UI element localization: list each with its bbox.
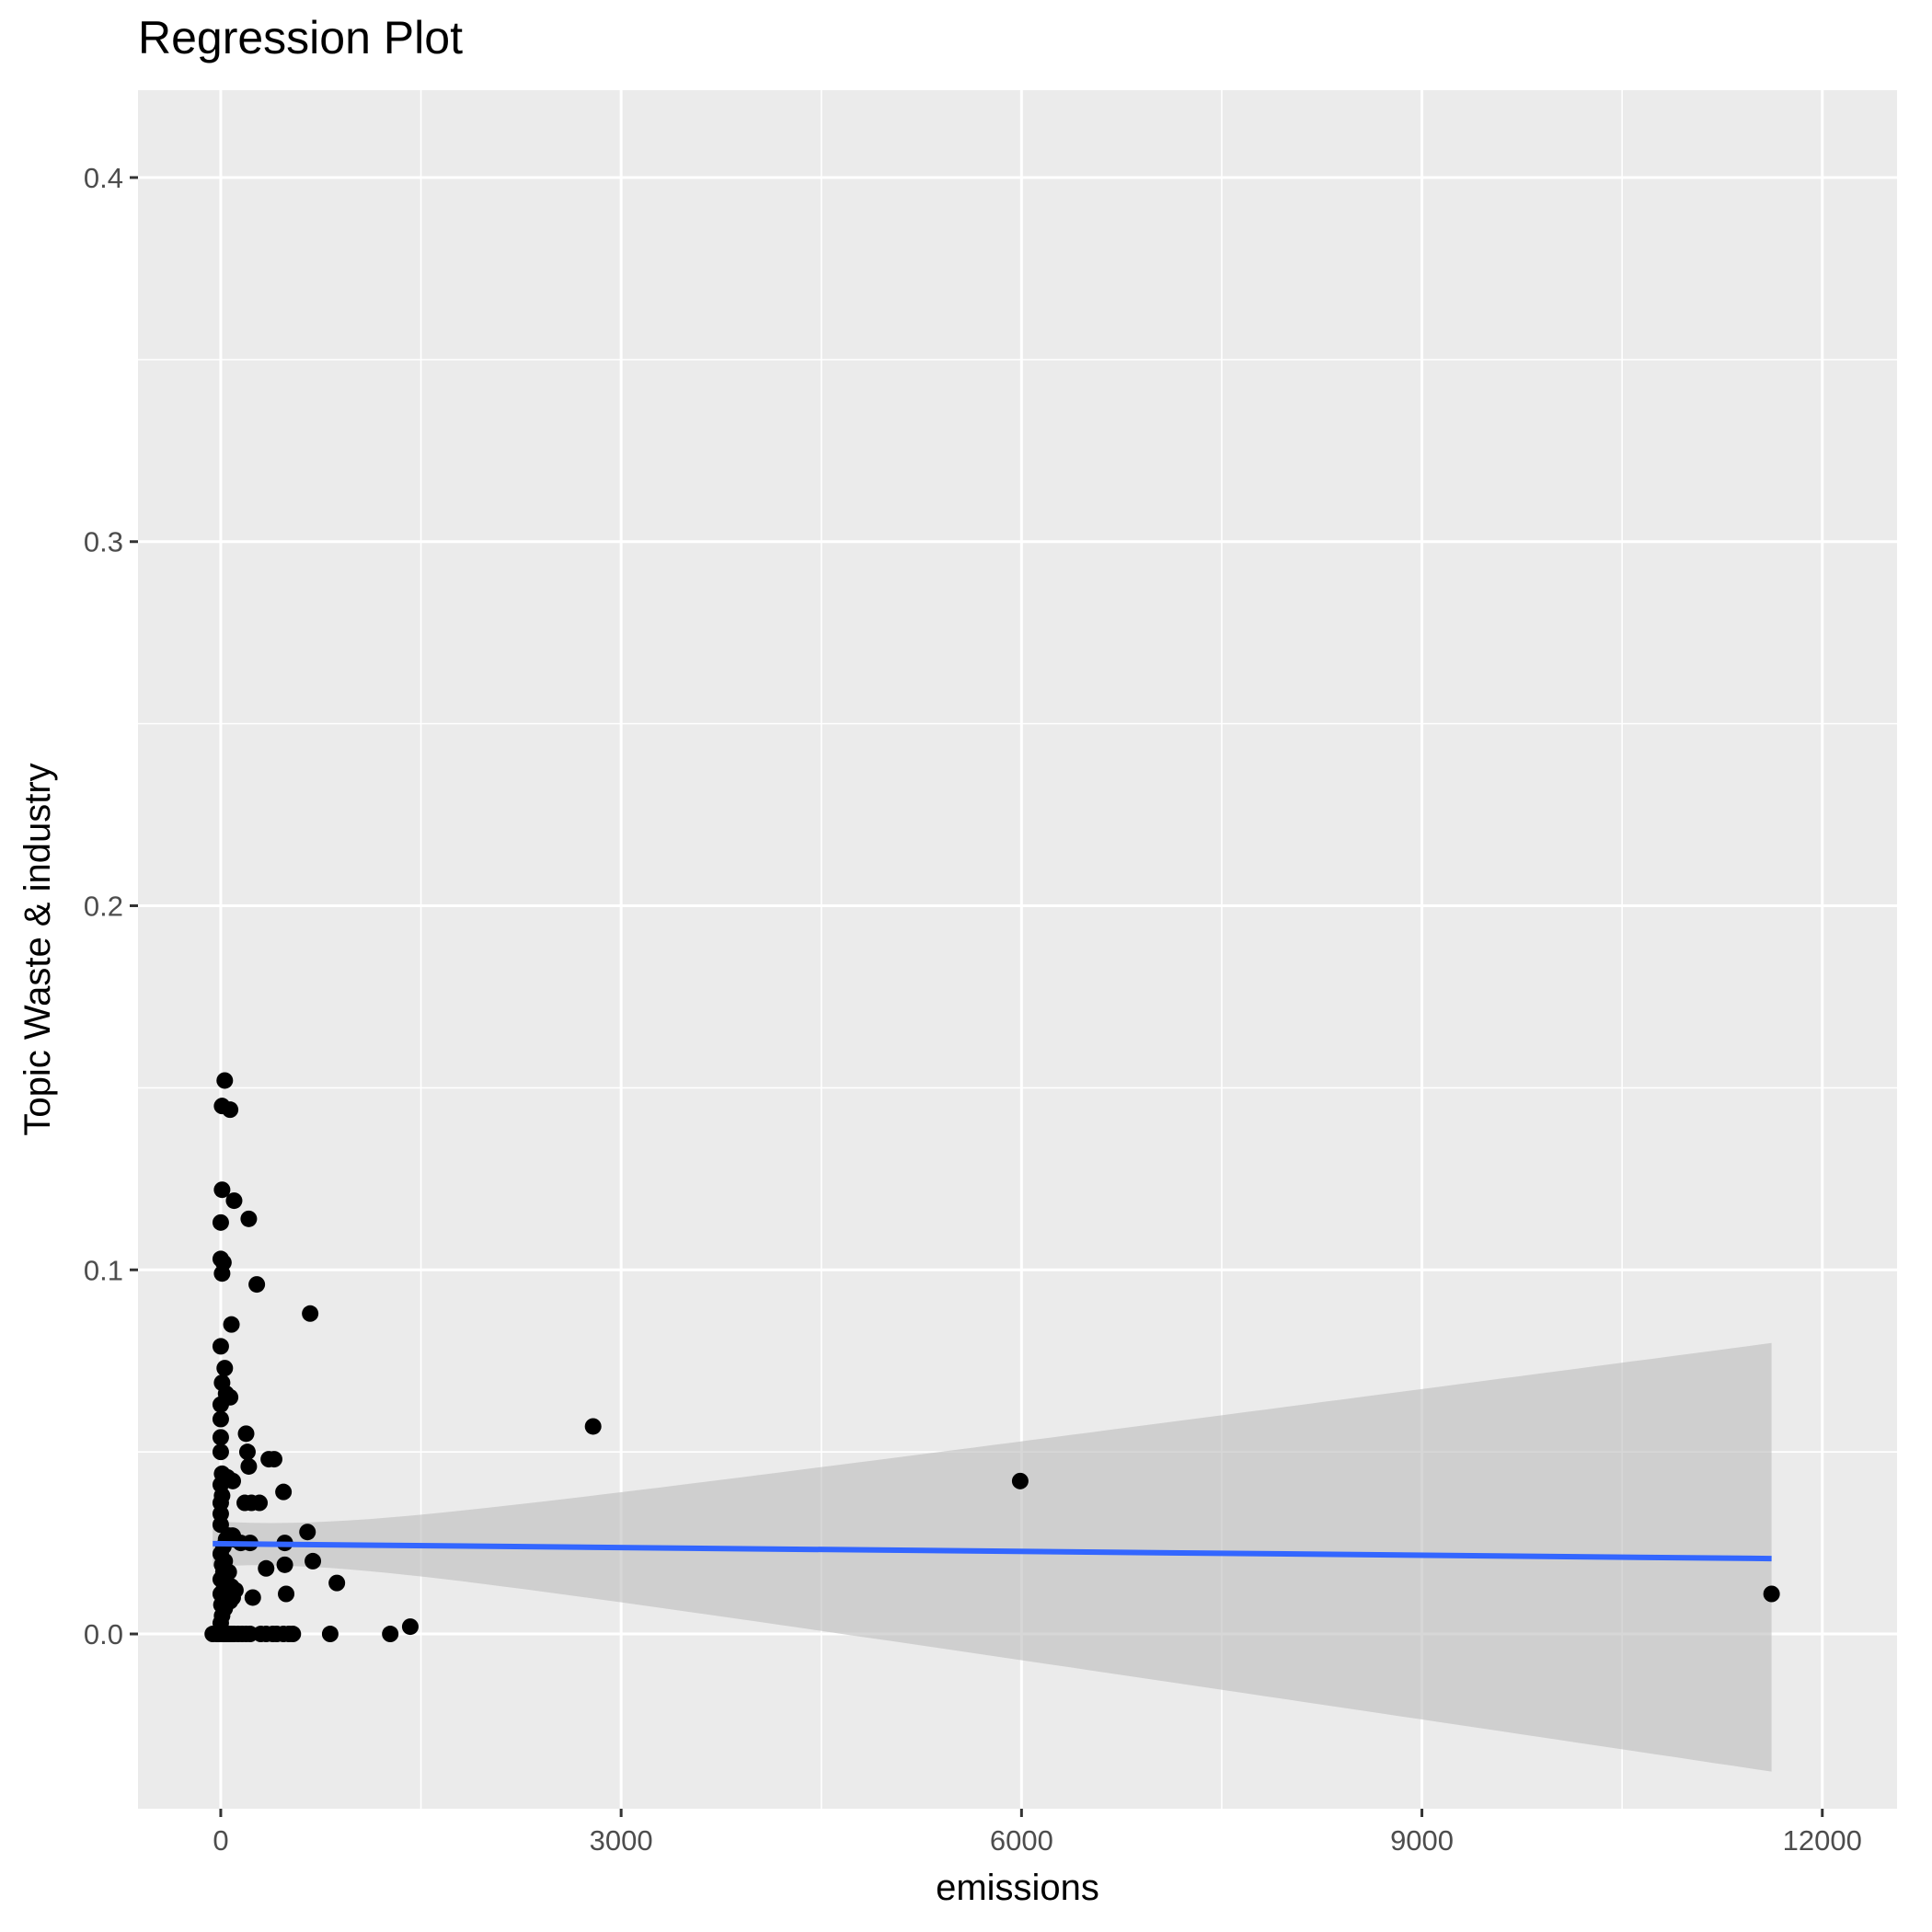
data-point	[212, 1443, 229, 1461]
data-point	[216, 1360, 234, 1377]
data-point	[223, 1316, 240, 1333]
y-tick-label: 0.3	[84, 526, 123, 558]
regression-line	[213, 1540, 1772, 1562]
x-tick-label: 9000	[1390, 1824, 1454, 1857]
data-point	[212, 1429, 229, 1446]
data-point	[284, 1626, 302, 1643]
x-tick-label: 0	[213, 1824, 228, 1857]
data-point	[382, 1626, 399, 1643]
data-point	[226, 1581, 244, 1599]
data-point	[212, 1213, 229, 1231]
data-point	[258, 1559, 275, 1577]
data-point	[222, 1101, 239, 1119]
x-tick-label: 3000	[590, 1824, 653, 1857]
data-point	[213, 1374, 231, 1391]
data-point	[401, 1618, 419, 1636]
data-point	[213, 1181, 231, 1199]
data-point	[275, 1483, 293, 1501]
y-axis-title: Topic Waste & industry	[17, 763, 58, 1135]
data-point	[1011, 1472, 1029, 1489]
data-point	[212, 1250, 229, 1268]
data-point	[240, 1210, 258, 1227]
data-point	[328, 1574, 346, 1592]
data-point	[240, 1457, 258, 1475]
y-axis: 0.0 0.1 0.2 0.3 0.4	[84, 162, 138, 1650]
data-point	[305, 1552, 322, 1570]
data-point	[1763, 1585, 1780, 1603]
data-point	[251, 1494, 269, 1512]
chart-title: Regression Plot	[138, 12, 463, 63]
data-point	[244, 1589, 261, 1606]
data-points	[204, 1072, 1780, 1643]
y-tick-label: 0.2	[84, 891, 123, 923]
data-point	[276, 1556, 293, 1573]
confidence-band	[213, 1342, 1772, 1772]
x-tick-label: 6000	[990, 1824, 1053, 1857]
x-axis-title: emissions	[936, 1868, 1099, 1908]
data-point	[225, 1192, 243, 1210]
data-point	[212, 1410, 229, 1428]
x-axis: 0 3000 6000 9000 12000	[213, 1809, 1862, 1857]
data-point	[222, 1388, 239, 1406]
data-point	[584, 1418, 602, 1435]
data-point	[321, 1626, 339, 1643]
data-point	[299, 1524, 316, 1541]
data-point	[238, 1443, 256, 1461]
y-tick-label: 0.1	[84, 1254, 123, 1286]
data-point	[248, 1276, 266, 1294]
x-tick-label: 12000	[1783, 1824, 1862, 1857]
data-point	[224, 1472, 241, 1489]
y-tick-label: 0.4	[84, 162, 123, 194]
data-point	[265, 1451, 282, 1468]
data-point	[302, 1305, 319, 1322]
data-point	[237, 1425, 255, 1443]
data-point	[212, 1338, 229, 1355]
y-tick-label: 0.0	[84, 1618, 123, 1650]
data-point	[216, 1072, 234, 1089]
data-point	[278, 1585, 295, 1603]
